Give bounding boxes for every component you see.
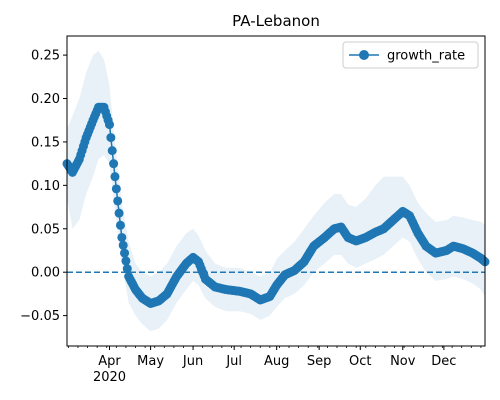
data-point bbox=[118, 240, 128, 250]
data-point bbox=[109, 159, 119, 169]
data-point bbox=[107, 146, 117, 156]
legend-box bbox=[342, 41, 479, 69]
data-point bbox=[113, 196, 123, 206]
x-tick-label: Dec bbox=[431, 354, 456, 369]
x-tick-label: Oct bbox=[349, 354, 371, 369]
x-tick-year-label: 2020 bbox=[93, 370, 126, 385]
y-tick-label: 0.15 bbox=[31, 135, 60, 150]
data-point bbox=[114, 208, 124, 218]
series-marker-layer bbox=[62, 102, 490, 308]
data-point bbox=[111, 184, 121, 194]
y-tick-label: 0.20 bbox=[31, 92, 60, 107]
confidence-band-layer bbox=[67, 50, 485, 332]
x-tick-label: Aug bbox=[264, 354, 289, 369]
legend-label-growth-rate: growth_rate bbox=[387, 49, 465, 64]
data-point bbox=[120, 248, 130, 258]
x-tick-label: Jul bbox=[225, 354, 242, 369]
y-tick-label: 0.10 bbox=[31, 179, 60, 194]
y-tick-label: 0.00 bbox=[31, 266, 60, 281]
legend: growth_rate bbox=[342, 41, 479, 69]
x-tick-label: Apr bbox=[98, 354, 121, 369]
plot-frame bbox=[66, 35, 486, 347]
legend-marker-sample bbox=[359, 50, 369, 60]
y-axis: 0.25 0.20 0.15 0.10 0.05 0.00 −0.05 bbox=[20, 49, 67, 324]
x-tick-label: Sep bbox=[307, 354, 332, 369]
x-tick-label: Nov bbox=[390, 354, 416, 369]
data-point bbox=[104, 120, 114, 130]
data-point bbox=[121, 256, 131, 266]
chart-title: PA-Lebanon bbox=[232, 12, 320, 30]
data-point bbox=[122, 264, 132, 274]
data-point bbox=[106, 133, 116, 143]
x-tick-label: Jun bbox=[182, 354, 203, 369]
y-tick-label: 0.05 bbox=[31, 222, 60, 237]
y-tick-label: 0.25 bbox=[31, 49, 60, 64]
data-point bbox=[115, 220, 125, 230]
x-tick-label: May bbox=[137, 354, 164, 369]
confidence-band bbox=[67, 50, 485, 332]
data-point bbox=[117, 232, 127, 242]
data-point bbox=[110, 172, 120, 182]
y-tick-label: −0.05 bbox=[20, 309, 60, 324]
